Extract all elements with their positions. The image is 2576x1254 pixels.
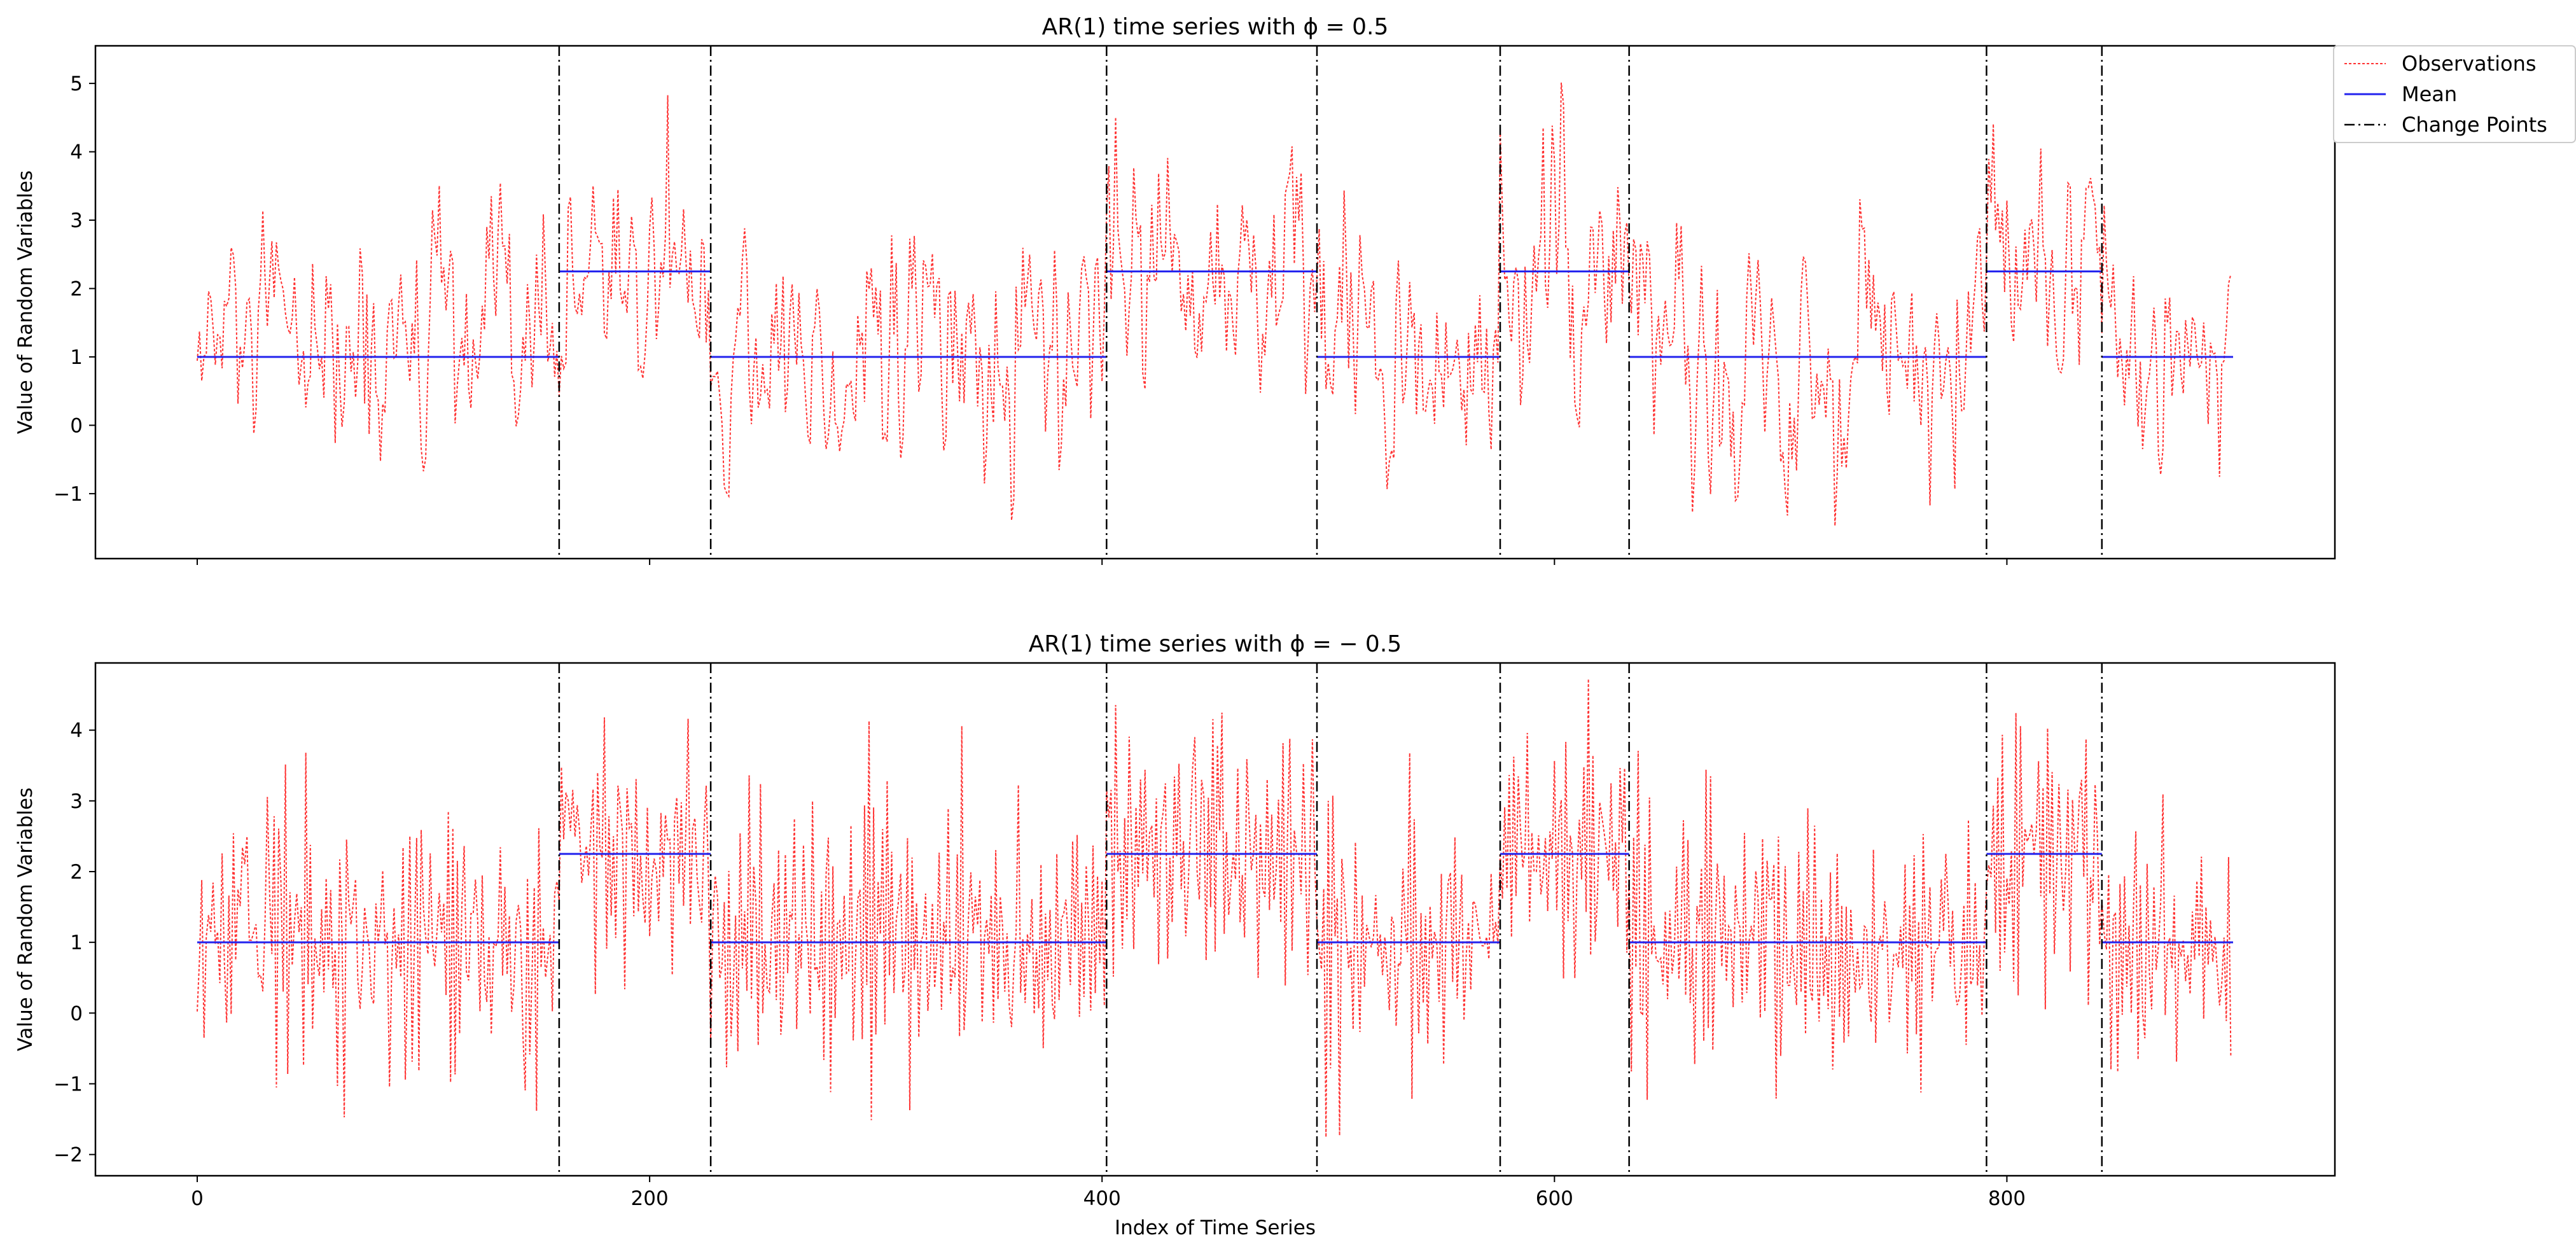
top-panel: −1 0 1 2 3 4 5 AR(1) time series with ϕ = 0.5 Va…	[14, 14, 2336, 565]
plot-area	[197, 82, 2233, 526]
y-tick-label-2: 1	[70, 346, 83, 369]
y-tick-label-3: 1	[70, 931, 83, 954]
y-tick-label-4: 2	[70, 861, 83, 884]
bottom-panel: 0 200 400 600 800 −2 −1 0 1 2 3 4 AR(1) time series …	[14, 631, 2336, 1239]
chart-title: AR(1) time series with ϕ = 0.5	[1042, 14, 1389, 40]
y-tick-label-5: 3	[70, 790, 83, 813]
y-axis-label: Value of Random Variables	[14, 788, 37, 1052]
x-tick-label-2: 400	[1083, 1187, 1121, 1210]
observations-line	[197, 679, 2232, 1138]
x-tick-label-1: 200	[631, 1187, 669, 1210]
observations-line	[197, 82, 2232, 526]
legend-box	[2333, 45, 2576, 143]
plot-area	[197, 679, 2233, 1138]
x-tick-label-4: 800	[1988, 1187, 2026, 1210]
y-tick-label-6: 5	[70, 73, 83, 95]
legend-observations-label: Observations	[2402, 52, 2537, 76]
axes-frame	[94, 45, 2336, 560]
x-axis-label: Index of Time Series	[1115, 1216, 1316, 1239]
axes-frame	[94, 662, 2336, 1177]
y-tick-label-0: −1	[53, 483, 83, 506]
legend-change-points-label: Change Points	[2402, 113, 2547, 137]
y-tick-label-0: −2	[53, 1144, 83, 1167]
y-tick-label-3: 2	[70, 278, 83, 301]
y-tick-label-1: 0	[70, 414, 83, 437]
y-tick-label-6: 4	[70, 720, 83, 742]
y-tick-label-4: 3	[70, 209, 83, 232]
y-axis-label: Value of Random Variables	[14, 171, 37, 435]
legend: Observations Mean Change Points	[2333, 45, 2576, 143]
y-tick-label-1: −1	[53, 1073, 83, 1096]
y-tick-label-2: 0	[70, 1002, 83, 1025]
y-tick-label-5: 4	[70, 141, 83, 164]
x-tick-label-0: 0	[191, 1187, 204, 1210]
chart-title: AR(1) time series with ϕ = − 0.5	[1029, 631, 1402, 657]
x-tick-label-3: 600	[1536, 1187, 1573, 1210]
legend-mean-label: Mean	[2402, 82, 2457, 106]
